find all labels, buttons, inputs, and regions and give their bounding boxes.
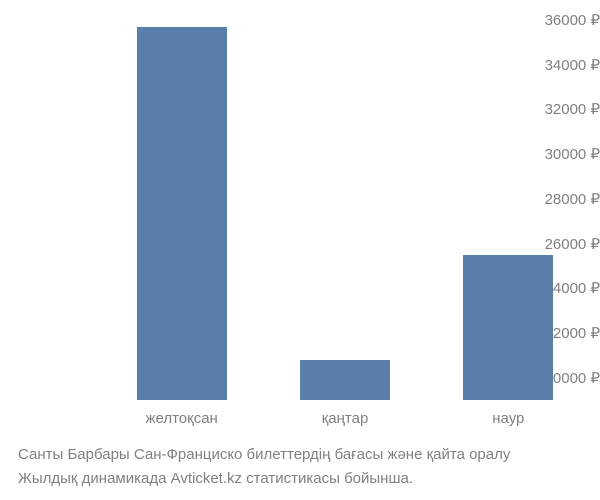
x-tick-label: желтоқсан [145, 410, 217, 427]
bar [137, 27, 227, 400]
caption-line-1: Санты Барбары Сан-Франциско билеттердің … [18, 446, 510, 463]
bar [300, 360, 390, 400]
x-tick-label: қаңтар [322, 410, 369, 427]
plot-area [100, 20, 590, 400]
chart-container: 20000 ₽22000 ₽24000 ₽26000 ₽28000 ₽30000… [0, 0, 600, 500]
chart-caption: Санты Барбары Сан-Франциско билеттердің … [18, 446, 510, 487]
x-tick-label: наур [492, 410, 524, 427]
caption-line-2: Жылдық динамикада Avticket.kz статистика… [18, 470, 510, 487]
bar [463, 255, 553, 400]
